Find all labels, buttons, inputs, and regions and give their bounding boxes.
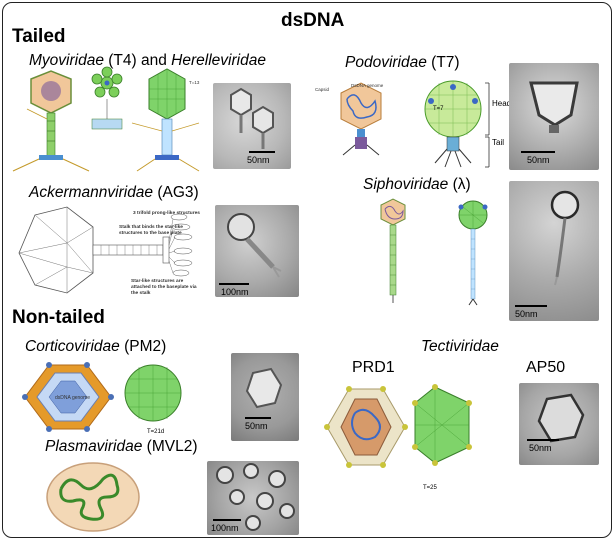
siphoviridae-heading: Siphoviridae (λ) [363,177,471,193]
podoviridae-heading: Podoviridae (T7) [345,55,460,71]
acker-prongs-label: 3 trifold prong-like structures [133,211,200,216]
ap50-label: AP50 [526,359,566,376]
ap50-micrograph [519,383,599,465]
acker-scalebar [219,283,249,285]
myoviridae-name: Myoviridae [29,52,104,69]
myo-scale-label: 50nm [247,155,270,165]
myoviridae-particles [230,87,274,149]
myo-head-t-label: T=13 [189,80,200,85]
podo-scale-label: 50nm [527,155,550,165]
siphoviridae-diagram [380,198,488,306]
podoviridae-name: Podoviridae [345,54,427,71]
corticoviridae-micrograph [231,353,299,441]
tectiviridae-diagram [324,384,472,468]
podoviridae-particle [529,81,579,133]
cortico-t-label: T=21d [147,429,165,435]
podoviridae-micrograph [509,63,599,170]
ap50-scalebar [527,439,559,441]
acker-star-label: Star-like structures are attached to the… [131,279,197,296]
siphoviridae-particle [550,190,580,286]
siphoviridae-micrograph [509,181,599,321]
acker-scale-label: 100nm [221,287,249,297]
corticoviridae-particle [245,367,283,409]
podo-head-label: Head [492,99,512,108]
myo-scalebar [249,151,275,153]
siphoviridae-name: Siphoviridae [363,176,449,193]
podo-genome-label: DsDNA genome [351,83,384,88]
plasmaviridae-diagram [46,462,140,532]
podo-capsid-label: Capsid [315,87,330,92]
siphoviridae-strain: (λ) [452,176,471,193]
podo-tail-label: Tail [492,138,505,147]
tectiviridae-heading: Tectiviridae [421,339,499,355]
corticoviridae-name: Corticoviridae [25,338,120,355]
section-tailed: Tailed [12,26,66,47]
cortico-scalebar [245,417,271,419]
myoviridae-heading: Myoviridae (T4) and Herelleviridae [29,53,266,69]
plasmaviridae-name: Plasmaviridae [45,438,143,455]
sipho-scale-label: 50nm [515,309,538,319]
tectiviridae-name: Tectiviridae [421,338,499,355]
plasmaviridae-heading: Plasmaviridae (MVL2) [45,439,198,455]
myoviridae-micrograph [213,83,291,169]
figure-frame: dsDNA Tailed Non-tailed Myoviridae (T4) … [2,2,612,538]
corticoviridae-strain: (PM2) [124,338,167,355]
plasmaviridae-particles [216,463,295,531]
corticoviridae-diagram [22,362,182,432]
cortico-genome-label: dsDNA genome [55,395,91,401]
podo-t-label: T=7 [433,106,444,112]
plasma-scalebar [213,519,241,521]
podo-scalebar [521,151,555,153]
ackermannviridae-micrograph [215,205,299,297]
ackermannviridae-strain: (AG3) [157,184,199,201]
ackermannviridae-heading: Ackermannviridae (AG3) [29,185,199,201]
prd1-label: PRD1 [352,359,395,376]
herelleviridae-name: Herelleviridae [171,52,266,69]
plasmaviridae-micrograph [207,461,299,535]
sipho-scalebar [515,305,547,307]
podoviridae-strain: (T7) [431,54,460,71]
cortico-scale-label: 50nm [245,421,268,431]
ackermannviridae-name: Ackermannviridae [29,184,154,201]
ackermannviridae-diagram [18,206,193,294]
corticoviridae-heading: Corticoviridae (PM2) [25,339,166,355]
myoviridae-strain: (T4) and [108,52,167,69]
podoviridae-diagram [340,80,490,168]
myoviridae-diagram [12,66,200,172]
tecti-t-label: T=25 [423,485,437,491]
section-non-tailed: Non-tailed [12,307,105,328]
ackermannviridae-particle [227,213,282,278]
ap50-scale-label: 50nm [529,443,552,453]
figure-title: dsDNA [281,10,345,31]
plasma-scale-label: 100nm [211,523,239,533]
acker-stalk-label: Stalk that binds the star-like structure… [119,225,183,236]
plasmaviridae-strain: (MVL2) [146,438,198,455]
ap50-particle [537,393,585,443]
